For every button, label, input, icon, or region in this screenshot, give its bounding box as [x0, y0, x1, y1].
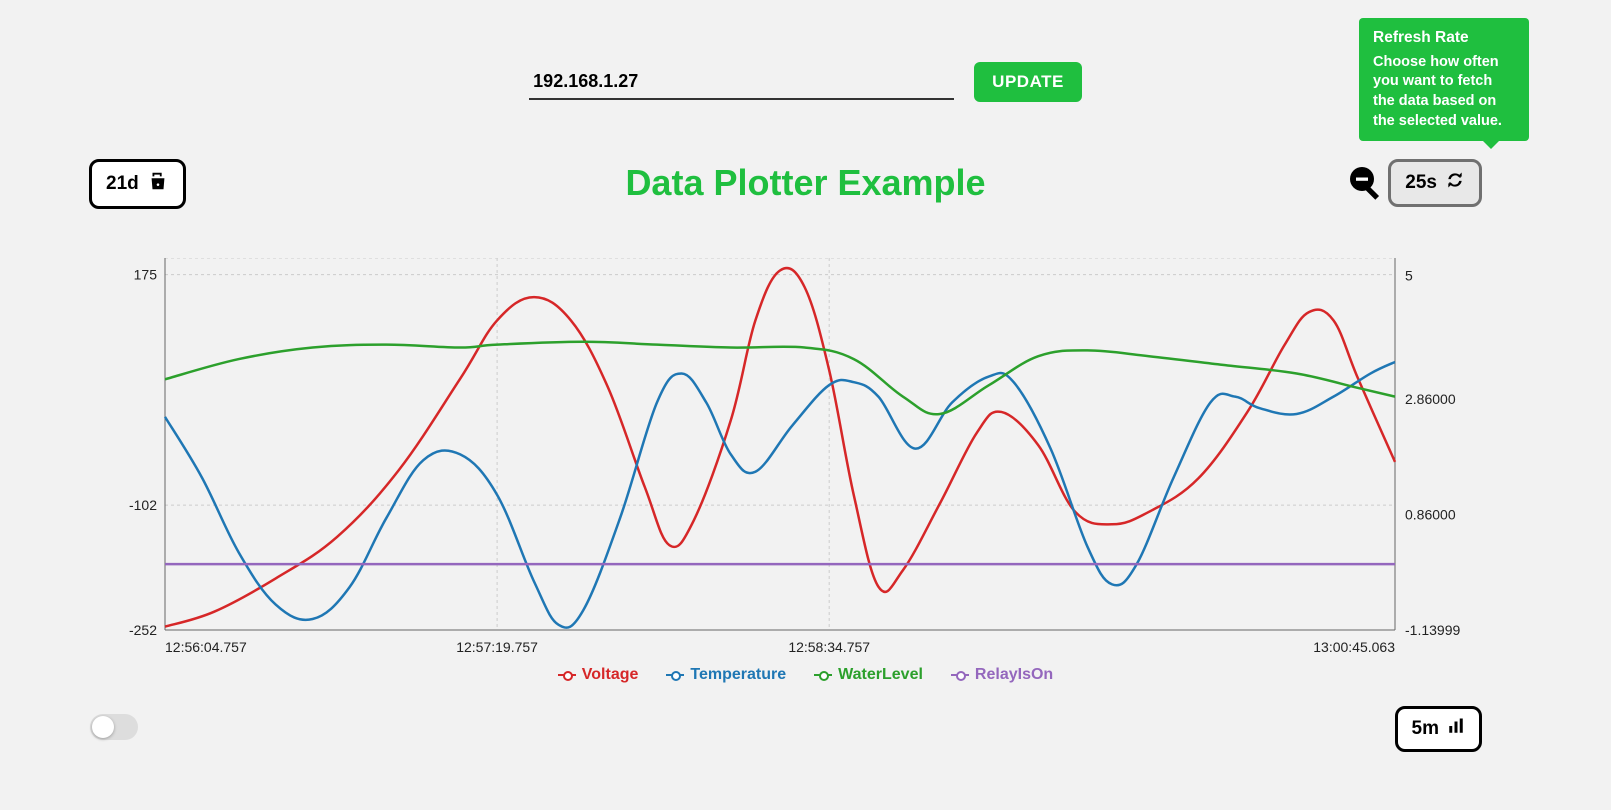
tooltip-body: Choose how often you want to fetch the d… — [1373, 53, 1515, 131]
legend-item[interactable]: Voltage — [558, 666, 639, 684]
legend-item[interactable]: WaterLevel — [814, 666, 923, 684]
chart-area: 175 -102 -252 5 2.86000 0.86000 -1.13999 12:56:… — [105, 258, 1465, 688]
chart-legend: Voltage Temperature WaterLevel RelayIsOn — [0, 666, 1611, 684]
legend-swatch — [666, 674, 684, 676]
tooltip-title: Refresh Rate — [1373, 28, 1515, 49]
zoom-out-icon[interactable] — [1347, 164, 1383, 200]
chart-svg: 175 -102 -252 5 2.86000 0.86000 -1.13999 12:56:… — [105, 258, 1465, 688]
refresh-icon — [1445, 170, 1465, 196]
svg-text:-1.13999: -1.13999 — [1405, 622, 1460, 638]
legend-swatch — [951, 674, 969, 676]
svg-text:-252: -252 — [129, 622, 157, 638]
svg-text:175: 175 — [134, 267, 158, 283]
svg-text:0.86000: 0.86000 — [1405, 506, 1456, 522]
refresh-rate-label: 25s — [1405, 172, 1437, 194]
refresh-rate-tooltip: Refresh Rate Choose how often you want t… — [1359, 18, 1529, 141]
legend-item[interactable]: RelayIsOn — [951, 666, 1053, 684]
legend-label: WaterLevel — [838, 666, 923, 684]
update-button[interactable]: UPDATE — [974, 62, 1082, 102]
legend-swatch — [558, 674, 576, 676]
svg-text:2.86000: 2.86000 — [1405, 391, 1456, 407]
legend-swatch — [814, 674, 832, 676]
svg-text:12:58:34.757: 12:58:34.757 — [788, 639, 870, 655]
svg-text:-102: -102 — [129, 497, 157, 513]
legend-label: Temperature — [690, 666, 786, 684]
refresh-rate-button[interactable]: 25s — [1388, 159, 1482, 207]
ip-address-input[interactable] — [529, 65, 954, 100]
legend-label: RelayIsOn — [975, 666, 1053, 684]
mode-toggle[interactable] — [90, 714, 138, 740]
svg-text:13:00:45.063: 13:00:45.063 — [1313, 639, 1395, 655]
time-range-button[interactable]: 5m — [1395, 706, 1482, 752]
legend-label: Voltage — [582, 666, 639, 684]
svg-text:12:56:04.757: 12:56:04.757 — [165, 639, 247, 655]
svg-text:5: 5 — [1405, 267, 1413, 283]
legend-item[interactable]: Temperature — [666, 666, 786, 684]
svg-text:12:57:19.757: 12:57:19.757 — [456, 639, 538, 655]
time-range-label: 5m — [1412, 718, 1439, 740]
bar-chart-icon — [1447, 717, 1465, 741]
